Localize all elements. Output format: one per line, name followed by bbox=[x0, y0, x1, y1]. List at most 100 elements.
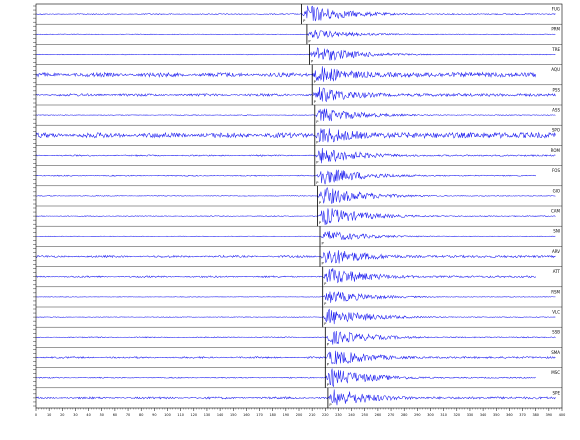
trace-rom[interactable]: ROM P bbox=[33, 145, 562, 165]
trace-fos[interactable]: FOS P bbox=[33, 165, 562, 185]
time-tick-label: 370 bbox=[519, 413, 525, 417]
trace-spo[interactable]: SPO P bbox=[33, 124, 562, 144]
trace-aqu[interactable]: AQU P bbox=[33, 64, 562, 84]
pick-label: P bbox=[316, 120, 319, 124]
waveform bbox=[35, 169, 537, 185]
time-tick-label: 210 bbox=[309, 413, 315, 417]
trace-msc[interactable]: MSC P bbox=[33, 367, 562, 387]
pick-label: P bbox=[319, 221, 322, 225]
station-label: FUG bbox=[552, 7, 560, 12]
traces-layer: FUG P PRM P TRE P AQU P PSS P ASS P SPO P ROM P FOS P GIO P… bbox=[33, 5, 562, 407]
trace-gio[interactable]: GIO P bbox=[33, 185, 562, 205]
waveform bbox=[35, 66, 537, 82]
waveform bbox=[35, 29, 556, 39]
waveform bbox=[35, 108, 556, 122]
p-pick-line[interactable] bbox=[301, 4, 329, 408]
waveform bbox=[35, 330, 556, 345]
time-tick-label: 70 bbox=[126, 413, 130, 417]
trace-ssb[interactable]: SSB P bbox=[33, 327, 562, 346]
time-tick-label: 110 bbox=[177, 413, 183, 417]
waveform bbox=[35, 47, 556, 61]
station-label: MSC bbox=[551, 370, 560, 375]
trace-fug[interactable]: FUG P bbox=[33, 5, 560, 23]
trace-sni[interactable]: SNI P bbox=[33, 225, 562, 245]
station-label: ARV bbox=[552, 249, 560, 254]
station-label: FOS bbox=[552, 168, 560, 173]
pick-label: P bbox=[324, 282, 327, 286]
trace-cam[interactable]: CAM P bbox=[33, 205, 562, 226]
time-tick-label: 130 bbox=[204, 413, 210, 417]
time-tick-label: 60 bbox=[113, 413, 117, 417]
station-label: ATT bbox=[553, 269, 561, 274]
waveform bbox=[35, 291, 556, 303]
station-label: SPE bbox=[553, 390, 561, 395]
time-tick-label: 180 bbox=[269, 413, 275, 417]
trace-sma[interactable]: SMA P bbox=[33, 347, 562, 367]
pick-label: P bbox=[314, 80, 317, 84]
trace-pss[interactable]: PSS P bbox=[33, 84, 562, 104]
waveform bbox=[35, 350, 556, 365]
waveform bbox=[35, 187, 556, 204]
time-tick-label: 120 bbox=[191, 413, 197, 417]
pick-label: P bbox=[322, 241, 325, 245]
trace-arv[interactable]: ARV P bbox=[33, 246, 562, 266]
waveform bbox=[35, 128, 556, 143]
time-tick-label: 10 bbox=[47, 413, 51, 417]
pick-label: P bbox=[308, 39, 311, 43]
time-tick-label: 280 bbox=[401, 413, 407, 417]
plot-frame bbox=[35, 3, 563, 409]
station-label: TRE bbox=[551, 47, 560, 52]
trace-prm[interactable]: PRM P bbox=[33, 24, 562, 43]
time-tick-label: 50 bbox=[100, 413, 104, 417]
station-label: PRM bbox=[551, 27, 560, 32]
station-label: GIO bbox=[553, 188, 560, 193]
time-tick-label: 270 bbox=[388, 413, 394, 417]
pick-label: P bbox=[311, 60, 314, 64]
time-tick-label: 330 bbox=[467, 413, 473, 417]
station-label: AQU bbox=[551, 67, 560, 72]
trace-vlc[interactable]: VLC P bbox=[33, 306, 562, 326]
pick-label: P bbox=[324, 302, 327, 306]
station-label: CAM bbox=[551, 209, 561, 214]
time-tick-label: 30 bbox=[73, 413, 77, 417]
waveform bbox=[35, 5, 556, 22]
time-tick-label: 190 bbox=[283, 413, 289, 417]
station-label: VLC bbox=[552, 310, 560, 315]
time-tick-label: 220 bbox=[322, 413, 328, 417]
time-axis: 0 10 20 30 40 50 60 70 80 90 100 110 120 130 140 150 160… bbox=[35, 408, 565, 417]
station-label: SSB bbox=[552, 330, 560, 335]
waveform bbox=[35, 231, 556, 241]
pick-label: P bbox=[316, 140, 319, 144]
time-tick-label: 300 bbox=[427, 413, 433, 417]
time-tick-label: 20 bbox=[60, 413, 64, 417]
waveform bbox=[35, 308, 556, 325]
trace-ass[interactable]: ASS P bbox=[33, 104, 562, 124]
trace-rsm[interactable]: RSM P bbox=[33, 286, 562, 306]
time-tick-label: 320 bbox=[454, 413, 460, 417]
time-tick-label: 340 bbox=[480, 413, 486, 417]
trace-spe[interactable]: SPE P bbox=[33, 387, 562, 407]
time-tick-label: 200 bbox=[296, 413, 302, 417]
waveform bbox=[35, 147, 556, 164]
time-tick-label: 240 bbox=[348, 413, 354, 417]
trace-att[interactable]: ATT P bbox=[33, 266, 562, 286]
pick-label: P bbox=[316, 161, 319, 165]
time-tick-label: 100 bbox=[164, 413, 170, 417]
station-label: SNI bbox=[553, 229, 560, 234]
pick-label: P bbox=[327, 383, 330, 387]
waveform bbox=[35, 86, 556, 103]
station-label: SMA bbox=[551, 350, 560, 355]
pick-label: P bbox=[329, 403, 332, 407]
time-tick-label: 250 bbox=[362, 413, 368, 417]
waveform bbox=[35, 208, 556, 226]
trace-tre[interactable]: TRE P bbox=[33, 44, 562, 64]
time-tick-label: 350 bbox=[493, 413, 499, 417]
time-tick-label: 0 bbox=[35, 413, 37, 417]
time-tick-label: 90 bbox=[152, 413, 156, 417]
pick-label: P bbox=[327, 342, 330, 346]
station-label: SPO bbox=[552, 128, 560, 133]
time-tick-label: 290 bbox=[414, 413, 420, 417]
pick-label: P bbox=[314, 100, 317, 104]
waveform bbox=[35, 389, 556, 406]
